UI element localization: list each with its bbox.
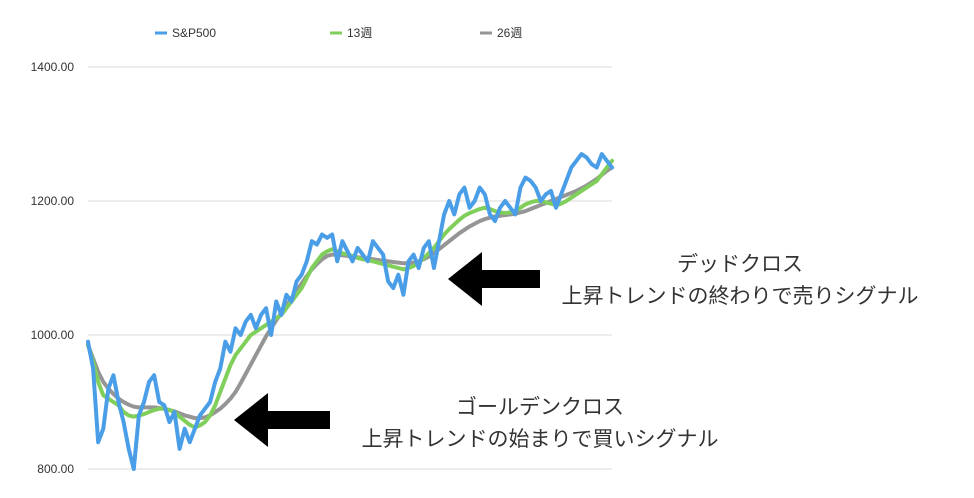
golden-cross-description: 上昇トレンドの始まりで買いシグナル (361, 427, 719, 451)
dead-cross-annotation: デッドクロス 上昇トレンドの終わりで売りシグナル (530, 248, 950, 312)
y-tick-label: 800.00 (37, 462, 74, 476)
legend-label: 13週 (347, 26, 372, 40)
gridlines (88, 66, 612, 470)
y-tick-label: 1200.00 (31, 194, 75, 208)
legend-label: S&P500 (172, 26, 216, 40)
y-tick-label: 1400.00 (31, 60, 75, 74)
golden-cross-arrow (234, 393, 330, 447)
golden-cross-annotation: ゴールデンクロス 上昇トレンドの始まりで買いシグナル (330, 391, 750, 455)
dead-cross-arrow (448, 252, 540, 306)
y-tick-label: 1000.00 (31, 328, 75, 342)
dead-cross-title: デッドクロス (677, 252, 803, 276)
legend: S&P500 13週 26週 (155, 26, 522, 40)
dead-cross-description: 上昇トレンドの終わりで売りシグナル (561, 284, 919, 308)
series-lines (86, 152, 614, 471)
series-line-0 (86, 152, 614, 471)
y-axis-ticks: 1400.00 1200.00 1000.00 800.00 (31, 60, 75, 476)
legend-label: 26週 (497, 26, 522, 40)
golden-cross-title: ゴールデンクロス (456, 395, 624, 419)
